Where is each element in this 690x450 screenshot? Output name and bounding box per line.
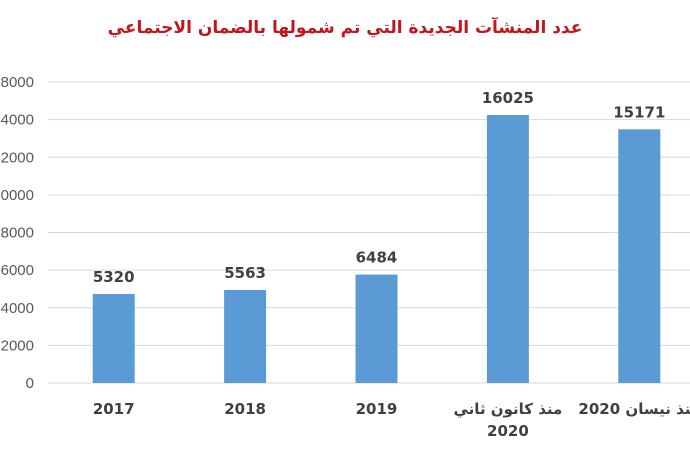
y-tick-label: 2000: [1, 337, 34, 354]
y-tick-label: 8000: [1, 225, 34, 242]
y-tick-label: 18000: [0, 74, 34, 91]
data-label: 5320: [93, 268, 135, 286]
bar: [618, 129, 661, 383]
x-tick-label: منذ كانون ثاني: [454, 400, 563, 418]
bar: [224, 289, 267, 383]
chart-title: عدد المنشآت الجديدة التي تم شمولها بالضم…: [107, 18, 583, 38]
y-tick-label: 12000: [0, 149, 34, 166]
bar: [486, 115, 529, 383]
y-tick-label: 14000: [0, 112, 34, 129]
y-tick-label: 0: [26, 375, 34, 392]
x-tick-label: 2020: [487, 422, 529, 440]
data-label: 16025: [482, 89, 534, 107]
data-label: 15171: [613, 103, 665, 121]
x-tick-label: 2017: [93, 400, 135, 418]
data-label: 6484: [356, 249, 398, 267]
x-tick-label: 2018: [224, 400, 266, 418]
bar: [92, 294, 135, 383]
x-tick-label: منذ نيسان 2020: [578, 400, 690, 418]
x-tick-label: 2019: [356, 400, 398, 418]
bar: [355, 274, 398, 383]
y-tick-label: 10000: [0, 187, 34, 204]
y-tick-label: 6000: [1, 262, 34, 279]
y-tick-label: 4000: [1, 300, 34, 317]
data-label: 5563: [224, 264, 266, 282]
